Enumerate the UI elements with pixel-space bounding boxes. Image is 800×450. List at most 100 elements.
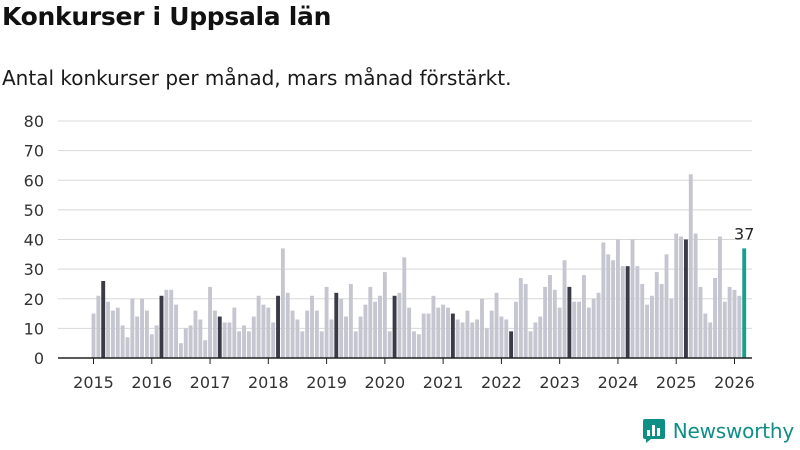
x-tick-label: 2022 (481, 373, 522, 392)
bar (625, 266, 630, 358)
bar (499, 316, 504, 358)
bar (125, 337, 130, 358)
brand-name: Newsworthy (672, 419, 794, 443)
bar (198, 319, 203, 358)
bar (339, 298, 344, 358)
bar (188, 325, 193, 358)
bar (159, 295, 164, 358)
bar (426, 313, 431, 358)
bar (329, 319, 334, 358)
bar (460, 322, 465, 358)
bar (552, 289, 557, 358)
x-tick-label: 2016 (131, 373, 172, 392)
bar (654, 272, 659, 358)
x-tick-label: 2021 (423, 373, 464, 392)
bar (154, 325, 159, 358)
y-tick-label: 70 (24, 142, 44, 161)
bar (727, 286, 732, 358)
bar (266, 307, 271, 358)
brand-logo[interactable]: Newsworthy (642, 418, 794, 444)
bar (251, 316, 256, 358)
bar (441, 304, 446, 358)
bar (144, 310, 149, 358)
bar (431, 295, 436, 358)
bar-chart: 0 10 20 30 40 50 60 70 80 2015 2016 2017 2018 2019 202… (24, 112, 755, 392)
chart-title: Konkurser i Uppsala län (2, 2, 332, 31)
bar (280, 248, 285, 358)
bar (538, 316, 543, 358)
bar (412, 331, 416, 358)
y-tick-label: 20 (24, 290, 44, 309)
bar (212, 310, 217, 358)
bar (703, 313, 708, 358)
bar (572, 301, 577, 358)
bar (722, 301, 727, 358)
bar (174, 304, 179, 358)
bar (591, 298, 596, 358)
bar (319, 331, 324, 358)
bar (446, 307, 450, 358)
bar (615, 239, 620, 358)
bar (402, 257, 407, 358)
bar (630, 239, 635, 358)
bar (416, 334, 421, 358)
bar (407, 307, 412, 358)
bar (611, 260, 616, 358)
newsworthy-logo-icon (642, 419, 665, 443)
bar (436, 307, 441, 358)
bar (601, 242, 606, 358)
bar (353, 331, 358, 358)
bar (713, 278, 718, 358)
bar (737, 295, 742, 358)
bar (683, 239, 688, 358)
bar (246, 331, 251, 358)
bar (669, 298, 674, 358)
bar (509, 331, 514, 358)
bar (300, 331, 305, 358)
bar (635, 266, 640, 358)
bar (106, 301, 111, 358)
bar (562, 260, 567, 358)
bar (489, 310, 494, 358)
bar (465, 310, 470, 358)
bar (261, 304, 266, 358)
bar (421, 313, 426, 358)
bar (344, 316, 348, 358)
bar (363, 304, 368, 358)
bar (382, 272, 387, 358)
bar (649, 295, 654, 358)
x-tick-label: 2025 (656, 373, 697, 392)
bar (518, 278, 523, 358)
y-tick-label: 0 (34, 349, 44, 368)
bar (358, 316, 363, 358)
bar (523, 283, 528, 358)
bar (548, 275, 552, 358)
bar (164, 289, 169, 358)
bar (324, 286, 329, 358)
bar (679, 236, 684, 358)
y-tick-label: 10 (24, 319, 44, 338)
bar (470, 322, 475, 358)
bar (387, 331, 392, 358)
bar (305, 310, 310, 358)
bar (640, 283, 645, 358)
x-tick-label: 2019 (306, 373, 347, 392)
bar (348, 283, 353, 358)
bar (193, 310, 198, 358)
bar (514, 301, 518, 358)
bar (256, 295, 261, 358)
bar (378, 295, 382, 358)
bar (203, 340, 208, 358)
bar (290, 310, 295, 358)
bar (557, 307, 562, 358)
bar (115, 307, 120, 358)
bar (392, 295, 397, 358)
x-tick-label: 2015 (73, 373, 114, 392)
bar (688, 174, 693, 358)
bar (135, 316, 140, 358)
bar (397, 292, 402, 358)
bar (295, 319, 300, 358)
bar (582, 275, 586, 358)
y-tick-label: 50 (24, 201, 44, 220)
bar (222, 322, 227, 358)
